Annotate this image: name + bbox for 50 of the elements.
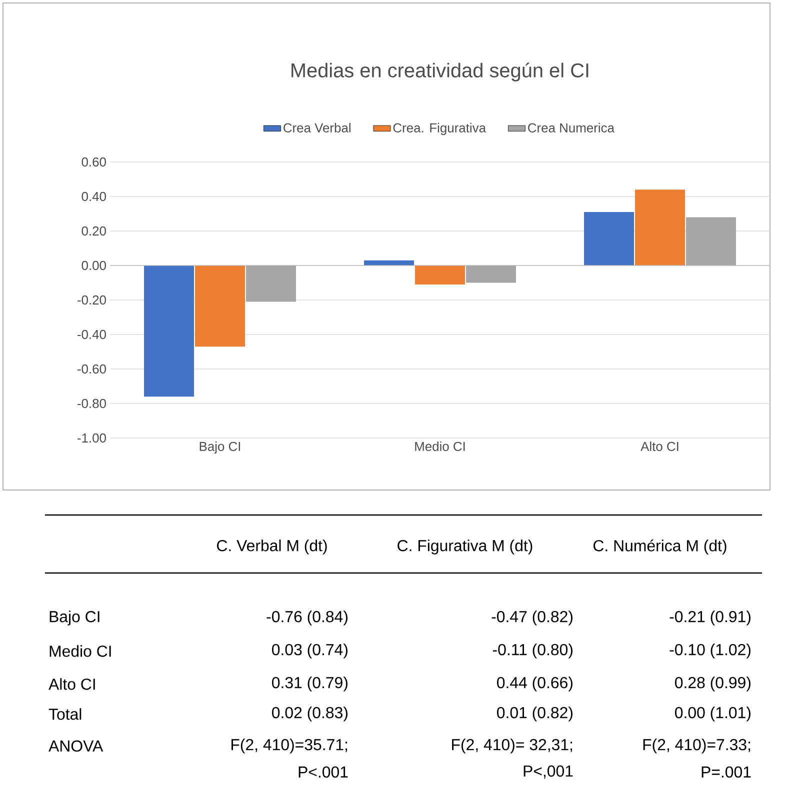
legend-label: Crea Verbal (284, 122, 350, 132)
legend-label: Crea. Figurativa (393, 122, 486, 135)
y-tick-label: -0.20 (78, 295, 106, 305)
x-tick-label: Medio CI (415, 442, 465, 452)
legend-label: Crea Numerica (528, 122, 614, 132)
text: Bajo CI (50, 610, 100, 626)
text: C. Numérica M (dt) (594, 539, 726, 555)
text: 0.44 (0.66) (497, 676, 572, 692)
text: 0.00 (1.01) (675, 706, 750, 722)
text: F(2, 410)= 32,31; (452, 738, 572, 754)
y-tick-label: 0.00 (82, 260, 106, 270)
bar (195, 265, 245, 347)
text: F(2, 410)=7.33; (643, 738, 750, 754)
bar (466, 265, 516, 283)
text: C. Verbal M (dt) (217, 540, 327, 554)
text: Medio CI (50, 645, 111, 657)
chart-title: Medias en creatividad según el CI (292, 62, 588, 82)
text: F(2, 410)=35.71; (231, 738, 348, 754)
y-tick-label: 0.60 (82, 157, 106, 167)
y-tick-label: -0.80 (78, 398, 106, 408)
text: P=.001 (702, 766, 751, 778)
text: -0.10 (1.02) (670, 644, 750, 658)
text: Total (48, 708, 82, 720)
y-tick-label: 0.20 (82, 226, 106, 236)
text: 0.01 (0.82) (497, 706, 572, 722)
bar (246, 265, 296, 302)
y-tick-label: 0.40 (82, 192, 106, 202)
text: 0.31 (0.79) (272, 676, 348, 692)
text: -0.21 (0.91) (670, 610, 750, 626)
y-tick-label: -0.60 (78, 364, 106, 374)
x-tick-label: Bajo CI (200, 442, 240, 454)
text: P<.001 (298, 766, 348, 778)
bar (686, 217, 736, 266)
x-tick-label: Alto CI (640, 442, 678, 452)
y-tick-label: -0.40 (78, 330, 106, 340)
text: 0.03 (0.74) (272, 644, 348, 658)
bar (415, 265, 466, 284)
text: ANOVA (48, 740, 104, 752)
text: 0.02 (0.83) (272, 706, 348, 722)
bar (635, 190, 686, 266)
text: -0.47 (0.82) (492, 610, 572, 626)
text: 0.28 (0.99) (675, 676, 750, 692)
bar (584, 212, 634, 266)
text: Alto CI (48, 678, 95, 690)
text: -0.11 (0.80) (492, 644, 572, 658)
text: P<,001 (524, 765, 573, 779)
text: C. Figurativa M (dt) (398, 540, 532, 554)
bar (144, 265, 194, 397)
text: -0.76 (0.84) (266, 610, 348, 626)
y-tick-label: -1.00 (78, 433, 106, 443)
